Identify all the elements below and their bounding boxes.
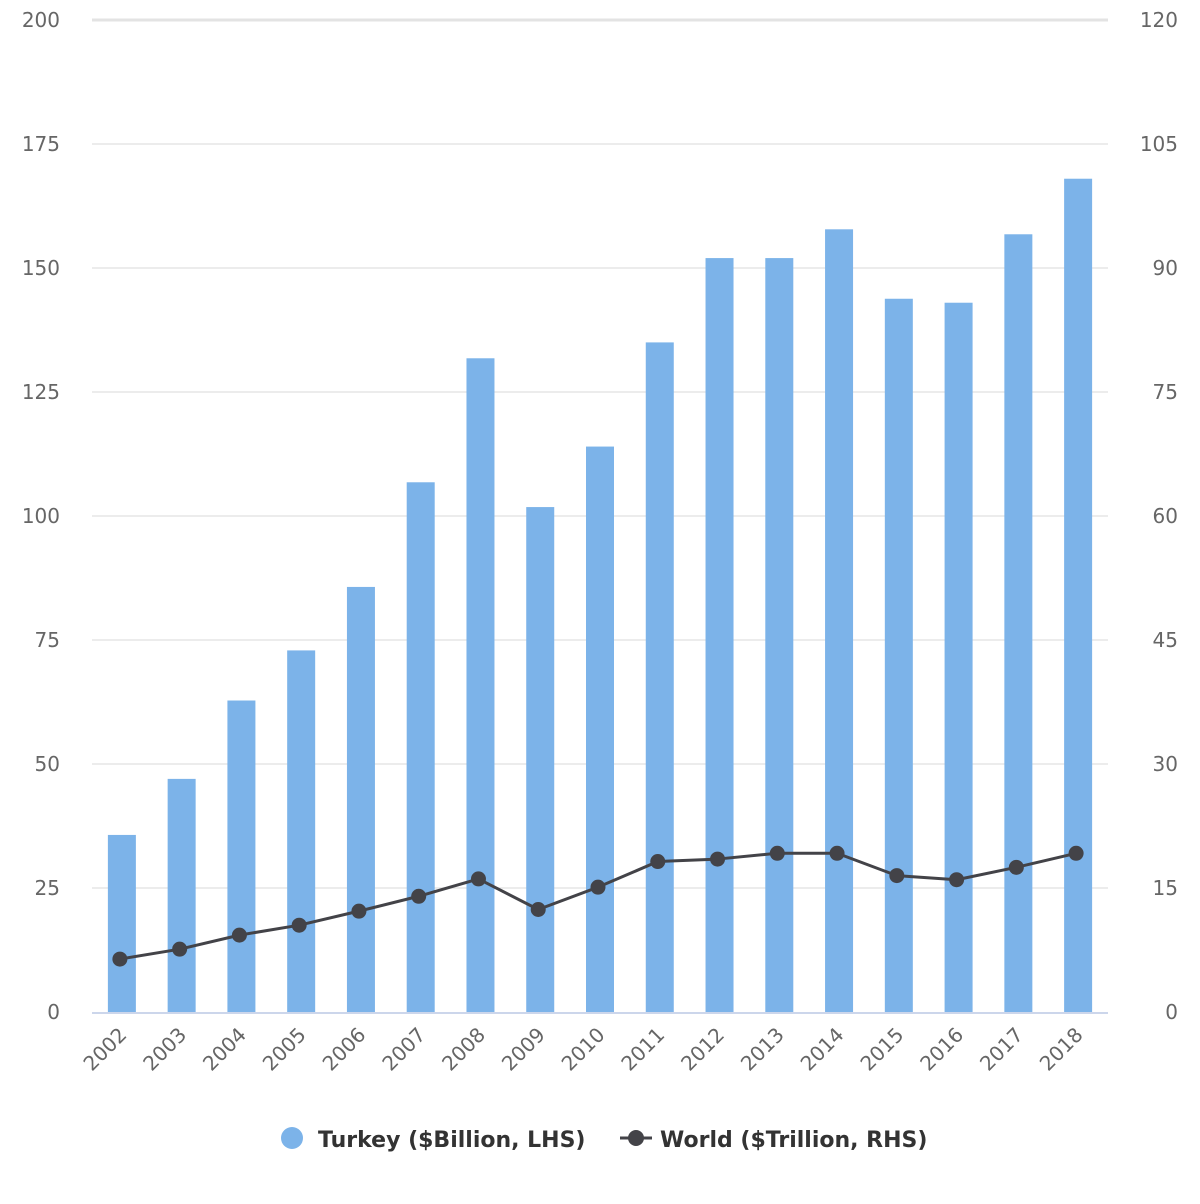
right-tick-label: 30 [1153, 752, 1178, 776]
left-tick-label: 175 [22, 132, 60, 156]
left-tick-label: 25 [35, 876, 60, 900]
right-tick-label: 15 [1153, 876, 1178, 900]
bar[interactable] [466, 358, 495, 1013]
legend-world-marker[interactable] [628, 1130, 644, 1146]
left-axis-ticks: 0 25 50 75 100 125 150 175 200 [22, 8, 60, 1024]
legend: Turkey ($Billion, LHS) World ($Trillion,… [281, 1127, 927, 1153]
legend-turkey-marker[interactable] [281, 1127, 303, 1149]
x-tick-label: 2010 [557, 1023, 610, 1076]
line-point[interactable] [291, 917, 307, 933]
bar[interactable] [705, 258, 734, 1013]
left-tick-label: 100 [22, 504, 60, 528]
bar[interactable] [944, 302, 973, 1013]
line-point[interactable] [470, 871, 486, 887]
bar[interactable] [884, 298, 913, 1012]
bar[interactable] [645, 342, 674, 1012]
bar[interactable] [825, 229, 854, 1012]
bar[interactable] [406, 482, 435, 1013]
line-point[interactable] [411, 888, 427, 904]
left-tick-label: 150 [22, 256, 60, 280]
x-tick-label: 2011 [616, 1023, 669, 1076]
bar[interactable] [526, 507, 555, 1012]
line-point[interactable] [889, 868, 905, 884]
bar[interactable] [227, 700, 256, 1012]
bar[interactable] [1004, 234, 1033, 1013]
legend-turkey-label[interactable]: Turkey ($Billion, LHS) [318, 1128, 585, 1153]
line-point[interactable] [172, 941, 188, 957]
left-tick-label: 125 [22, 380, 60, 404]
bar[interactable] [107, 834, 136, 1012]
left-tick-label: 0 [47, 1000, 60, 1024]
x-tick-label: 2014 [796, 1023, 849, 1076]
right-tick-label: 75 [1153, 380, 1178, 404]
x-tick-label: 2013 [736, 1023, 789, 1076]
x-tick-label: 2003 [138, 1023, 191, 1076]
right-tick-label: 120 [1140, 8, 1178, 32]
right-tick-label: 60 [1153, 504, 1178, 528]
x-tick-label: 2018 [1035, 1023, 1088, 1076]
x-tick-label: 2007 [377, 1023, 430, 1076]
line-point[interactable] [590, 879, 606, 895]
left-tick-label: 200 [22, 8, 60, 32]
x-tick-label: 2002 [78, 1023, 131, 1076]
bar[interactable] [586, 446, 614, 1012]
line-point[interactable] [530, 901, 546, 917]
left-tick-label: 50 [35, 752, 60, 776]
line-point[interactable] [1008, 859, 1024, 875]
bar[interactable] [1064, 178, 1093, 1013]
x-tick-label: 2006 [318, 1023, 371, 1076]
right-tick-label: 105 [1140, 132, 1178, 156]
x-tick-label: 2015 [855, 1023, 908, 1076]
world-line [112, 845, 1084, 967]
right-tick-label: 0 [1165, 1000, 1178, 1024]
bar[interactable] [167, 778, 196, 1012]
turkey-bars [107, 178, 1093, 1013]
right-tick-label: 90 [1153, 256, 1178, 280]
x-tick-label: 2008 [437, 1023, 490, 1076]
left-tick-label: 75 [35, 628, 60, 652]
line-point[interactable] [351, 903, 367, 919]
line-point[interactable] [112, 951, 128, 967]
line-point[interactable] [829, 845, 845, 861]
right-tick-label: 45 [1153, 628, 1178, 652]
line-point[interactable] [710, 851, 726, 867]
gridlines [92, 18, 1108, 889]
legend-world-label[interactable]: World ($Trillion, RHS) [660, 1128, 927, 1153]
x-tick-label: 2005 [258, 1023, 311, 1076]
x-tick-label: 2017 [975, 1023, 1028, 1076]
bar[interactable] [765, 258, 794, 1013]
x-tick-label: 2009 [497, 1023, 550, 1076]
bar[interactable] [287, 650, 316, 1012]
x-axis-ticks: 2002 2003 2004 2005 2006 2007 2008 2009 2010 2011… [78, 1023, 1087, 1076]
line-point[interactable] [949, 872, 965, 888]
line-point[interactable] [769, 845, 785, 861]
line-point[interactable] [1068, 845, 1084, 861]
right-axis-ticks: 0 15 30 45 60 75 90 105 120 [1140, 8, 1178, 1024]
line-point[interactable] [231, 927, 247, 943]
x-tick-label: 2004 [198, 1023, 251, 1076]
bar[interactable] [346, 586, 375, 1012]
x-tick-label: 2012 [676, 1023, 729, 1076]
x-tick-label: 2016 [915, 1023, 968, 1076]
line-point[interactable] [650, 854, 666, 870]
